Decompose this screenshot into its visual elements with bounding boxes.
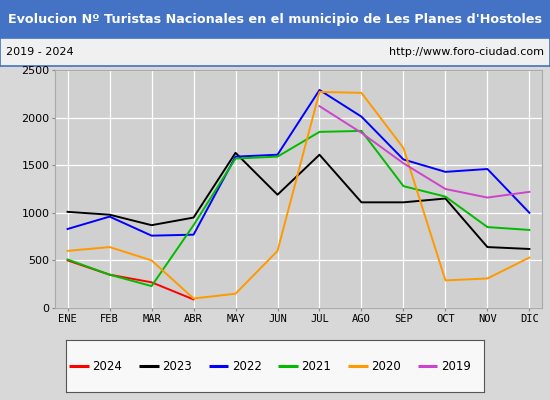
Text: 2019 - 2024: 2019 - 2024 <box>6 47 73 57</box>
Text: 2021: 2021 <box>301 360 331 372</box>
Text: http://www.foro-ciudad.com: http://www.foro-ciudad.com <box>389 47 544 57</box>
Text: 2019: 2019 <box>441 360 471 372</box>
Text: Evolucion Nº Turistas Nacionales en el municipio de Les Planes d'Hostoles: Evolucion Nº Turistas Nacionales en el m… <box>8 12 542 26</box>
Text: 2020: 2020 <box>371 360 401 372</box>
Text: 2024: 2024 <box>92 360 122 372</box>
Text: 2022: 2022 <box>232 360 262 372</box>
Text: 2023: 2023 <box>162 360 192 372</box>
